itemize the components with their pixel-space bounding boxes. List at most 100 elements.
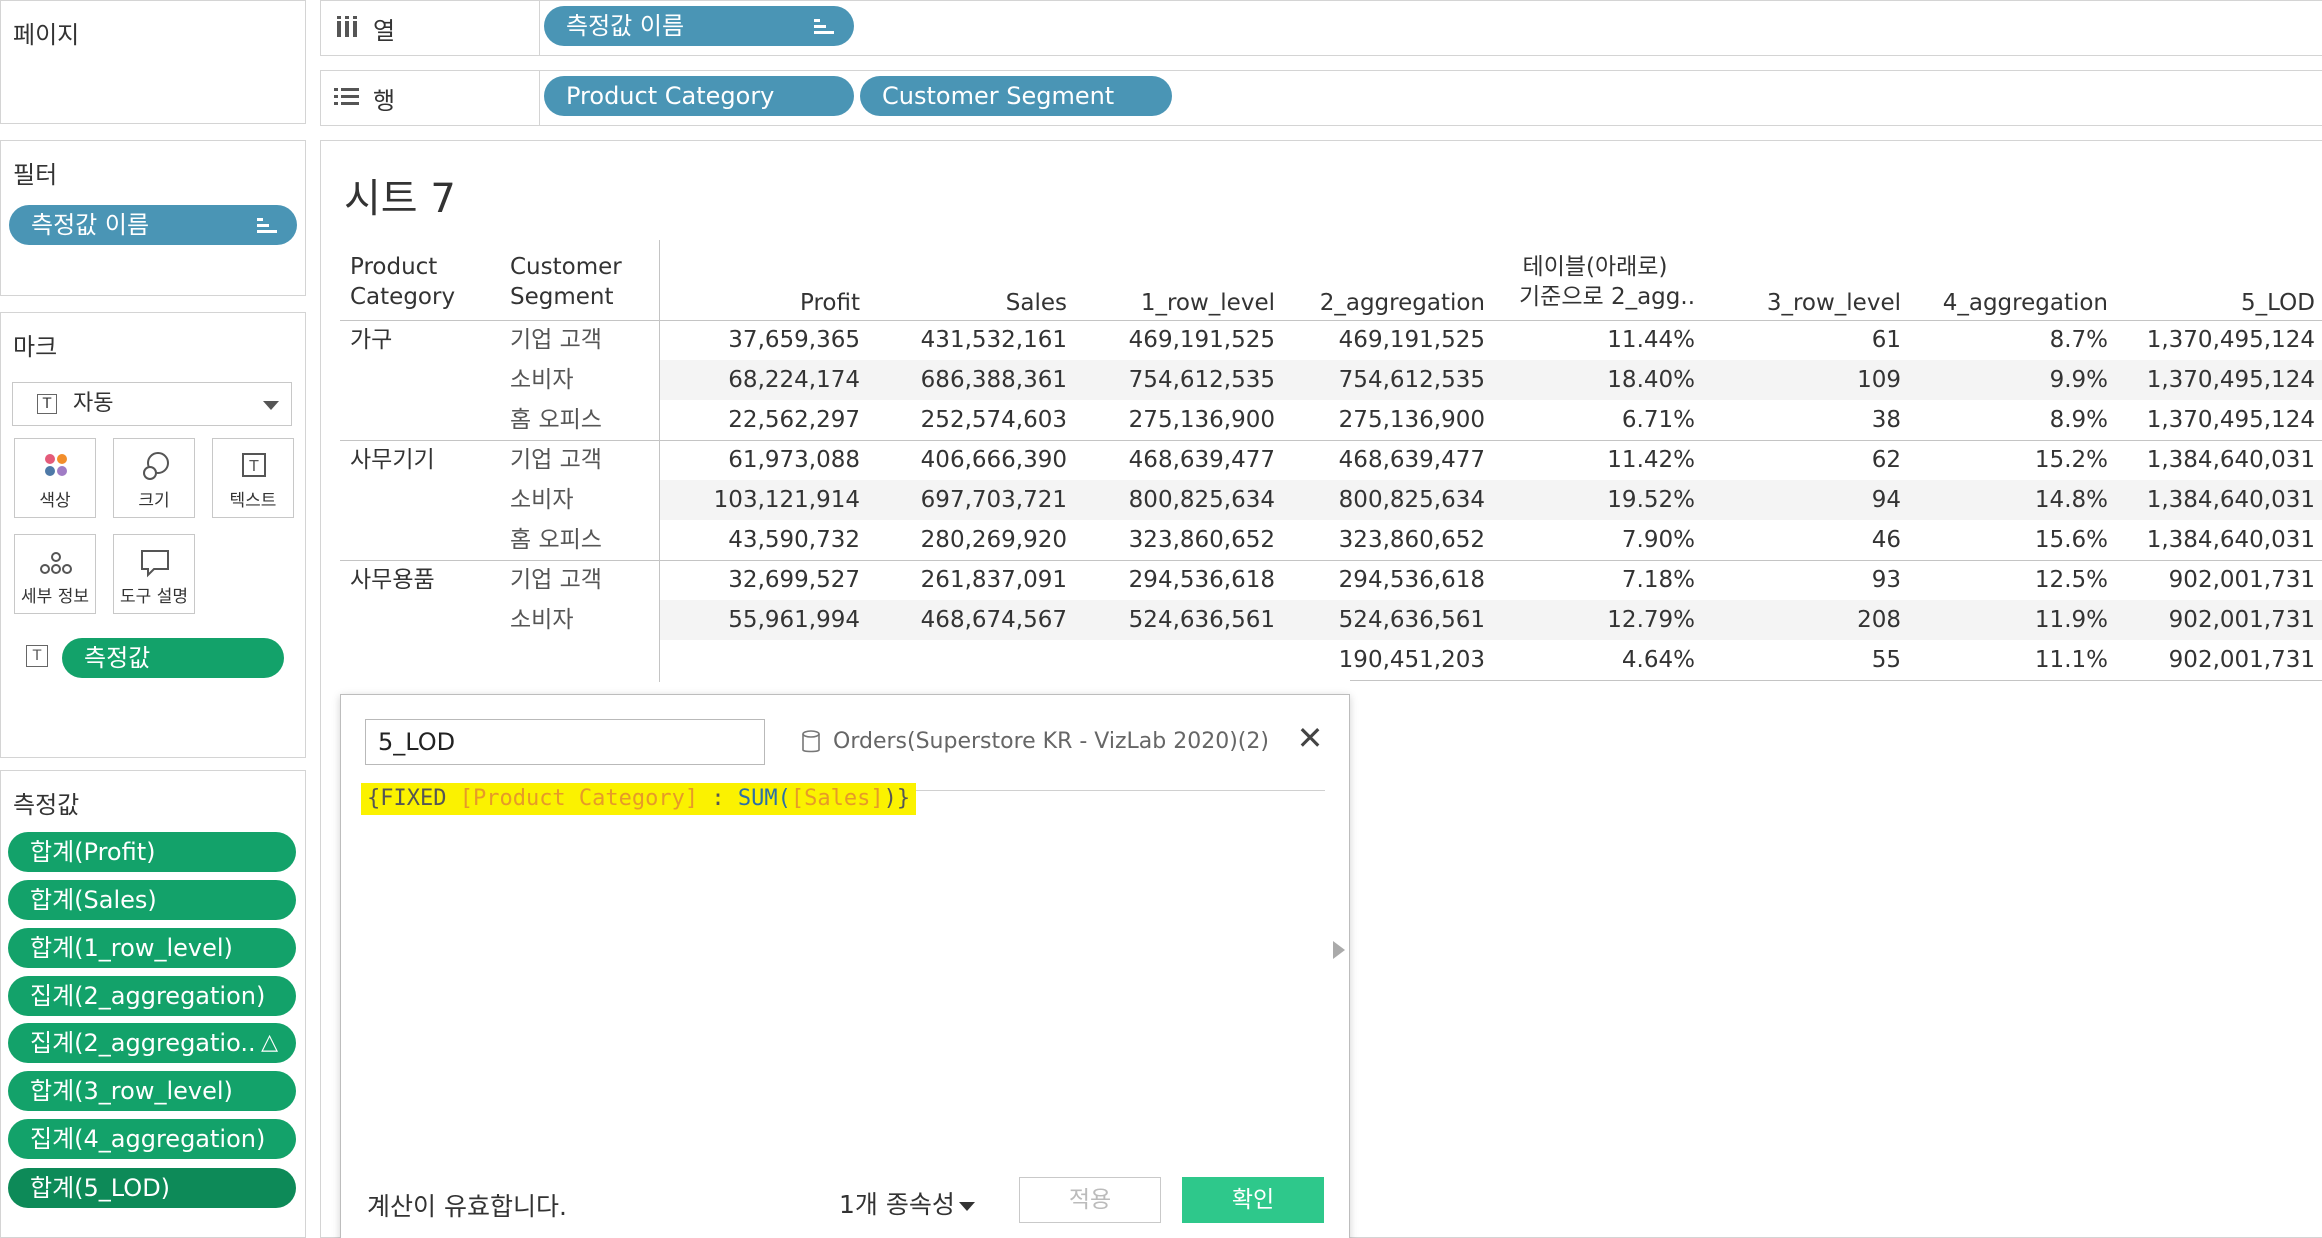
value-cell[interactable]: 261,837,091 [920, 567, 1067, 593]
value-cell[interactable]: 468,639,477 [1338, 447, 1485, 473]
value-cell[interactable]: 800,825,634 [1338, 487, 1485, 513]
value-cell[interactable]: 68,224,174 [728, 367, 860, 393]
value-cell[interactable]: 8.9% [2049, 407, 2108, 433]
tooltip-button[interactable]: 도구 설명 [113, 534, 195, 614]
value-cell[interactable]: 11.44% [1607, 327, 1695, 353]
segment-cell[interactable]: 기업 고객 [510, 447, 602, 473]
value-cell[interactable]: 323,860,652 [1128, 527, 1275, 553]
color-button[interactable]: 색상 [14, 438, 96, 518]
value-cell[interactable]: 468,639,477 [1128, 447, 1275, 473]
measure-pill-4-aggregation[interactable]: 집계(4_aggregation) [8, 1119, 296, 1159]
segment-cell[interactable]: 기업 고객 [510, 567, 602, 593]
value-cell[interactable]: 686,388,361 [920, 367, 1067, 393]
measure-pill-profit[interactable]: 합계(Profit) [8, 832, 296, 872]
value-cell[interactable]: 11.1% [2034, 647, 2108, 673]
rows-pill-product-category[interactable]: Product Category [544, 76, 854, 116]
columns-pill-measure-names[interactable]: 측정값 이름 [544, 6, 854, 46]
value-cell[interactable]: 6.71% [1621, 407, 1695, 433]
header-table-calc[interactable]: 테이블(아래로) 기준으로 2_agg.. [1495, 252, 1695, 312]
value-cell[interactable]: 15.2% [2034, 447, 2108, 473]
segment-cell[interactable]: 소비자 [510, 607, 574, 633]
value-cell[interactable]: 37,659,365 [728, 327, 860, 353]
value-cell[interactable]: 4.64% [1621, 647, 1695, 673]
value-cell[interactable]: 46 [1871, 527, 1901, 553]
header-sales[interactable]: Sales [1005, 290, 1067, 316]
segment-cell[interactable]: 홈 오피스 [510, 527, 602, 553]
calculation-name-input[interactable]: 5_LOD [365, 719, 765, 765]
measure-pill-5-lod[interactable]: 합계(5_LOD) [8, 1168, 296, 1208]
value-cell[interactable]: 43,590,732 [728, 527, 860, 553]
header-4-aggregation[interactable]: 4_aggregation [1942, 290, 2108, 316]
mark-type-dropdown[interactable]: T 자동 [12, 382, 292, 426]
value-cell[interactable]: 12.79% [1607, 607, 1695, 633]
dependencies-dropdown[interactable]: 1개 종속성 [839, 1185, 975, 1221]
value-cell[interactable]: 208 [1857, 607, 1901, 633]
value-cell[interactable]: 800,825,634 [1128, 487, 1275, 513]
value-cell[interactable]: 9.9% [2049, 367, 2108, 393]
value-cell[interactable]: 7.18% [1621, 567, 1695, 593]
segment-cell[interactable]: 기업 고객 [510, 327, 602, 353]
value-cell[interactable] [870, 640, 1067, 680]
header-customer-segment[interactable]: Customer Segment [510, 252, 622, 312]
value-cell[interactable]: 11.42% [1607, 447, 1695, 473]
value-cell[interactable]: 18.40% [1607, 367, 1695, 393]
value-cell[interactable]: 14.8% [2034, 487, 2108, 513]
detail-button[interactable]: 세부 정보 [14, 534, 96, 614]
value-cell[interactable]: 1,384,640,031 [2146, 487, 2315, 513]
value-cell[interactable]: 7.90% [1621, 527, 1695, 553]
value-cell[interactable]: 55,961,994 [728, 607, 860, 633]
category-cell[interactable]: 가구 [350, 327, 393, 353]
value-cell[interactable]: 11.9% [2034, 607, 2108, 633]
value-cell[interactable]: 190,451,203 [1338, 647, 1485, 673]
value-cell[interactable]: 19.52% [1607, 487, 1695, 513]
value-cell[interactable]: 55 [1871, 647, 1901, 673]
expand-panel-icon[interactable] [1333, 941, 1345, 959]
header-profit[interactable]: Profit [800, 290, 860, 316]
value-cell[interactable]: 697,703,721 [920, 487, 1067, 513]
measure-pill-sales[interactable]: 합계(Sales) [8, 880, 296, 920]
value-cell[interactable]: 323,860,652 [1338, 527, 1485, 553]
measure-pill-2-aggregation-table-calc[interactable]: 집계(2_aggregatio.. △ [8, 1023, 296, 1063]
value-cell[interactable]: 93 [1871, 567, 1901, 593]
value-cell[interactable]: 754,612,535 [1338, 367, 1485, 393]
formula-editor[interactable]: {FIXED [Product Category] : SUM([Sales])… [361, 783, 917, 815]
value-cell[interactable]: 32,699,527 [728, 567, 860, 593]
value-cell[interactable]: 15.6% [2034, 527, 2108, 553]
value-cell[interactable]: 1,384,640,031 [2146, 527, 2315, 553]
value-cell[interactable]: 61,973,088 [728, 447, 860, 473]
measure-pill-3-row-level[interactable]: 합계(3_row_level) [8, 1071, 296, 1111]
filter-pill-measure-names[interactable]: 측정값 이름 [9, 205, 297, 245]
value-cell[interactable]: 94 [1871, 487, 1901, 513]
marks-text-pill[interactable]: 측정값 [62, 638, 284, 678]
value-cell[interactable]: 469,191,525 [1338, 327, 1485, 353]
value-cell[interactable]: 406,666,390 [920, 447, 1067, 473]
close-icon[interactable]: ✕ [1296, 719, 1324, 757]
value-cell[interactable]: 275,136,900 [1338, 407, 1485, 433]
value-cell[interactable]: 38 [1871, 407, 1901, 433]
value-cell[interactable]: 252,574,603 [920, 407, 1067, 433]
segment-cell[interactable]: 홈 오피스 [510, 407, 602, 433]
value-cell[interactable]: 431,532,161 [920, 327, 1067, 353]
header-3-row-level[interactable]: 3_row_level [1766, 290, 1901, 316]
value-cell[interactable]: 524,636,561 [1128, 607, 1275, 633]
value-cell[interactable]: 1,384,640,031 [2146, 447, 2315, 473]
value-cell[interactable]: 1,370,495,124 [2146, 407, 2315, 433]
value-cell[interactable] [660, 640, 860, 680]
segment-cell[interactable]: 소비자 [510, 367, 574, 393]
value-cell[interactable]: 275,136,900 [1128, 407, 1275, 433]
apply-button[interactable]: 적용 [1019, 1177, 1161, 1223]
header-5-lod[interactable]: 5_LOD [2241, 290, 2315, 316]
value-cell[interactable]: 1,370,495,124 [2146, 367, 2315, 393]
value-cell[interactable]: 22,562,297 [728, 407, 860, 433]
value-cell[interactable]: 109 [1857, 367, 1901, 393]
rows-pill-customer-segment[interactable]: Customer Segment [860, 76, 1172, 116]
value-cell[interactable]: 8.7% [2049, 327, 2108, 353]
value-cell[interactable]: 468,674,567 [920, 607, 1067, 633]
ok-button[interactable]: 확인 [1182, 1177, 1324, 1223]
value-cell[interactable]: 62 [1871, 447, 1901, 473]
value-cell[interactable]: 294,536,618 [1338, 567, 1485, 593]
value-cell[interactable]: 1,370,495,124 [2146, 327, 2315, 353]
header-2-aggregation[interactable]: 2_aggregation [1319, 290, 1485, 316]
header-1-row-level[interactable]: 1_row_level [1140, 290, 1275, 316]
value-cell[interactable]: 469,191,525 [1128, 327, 1275, 353]
